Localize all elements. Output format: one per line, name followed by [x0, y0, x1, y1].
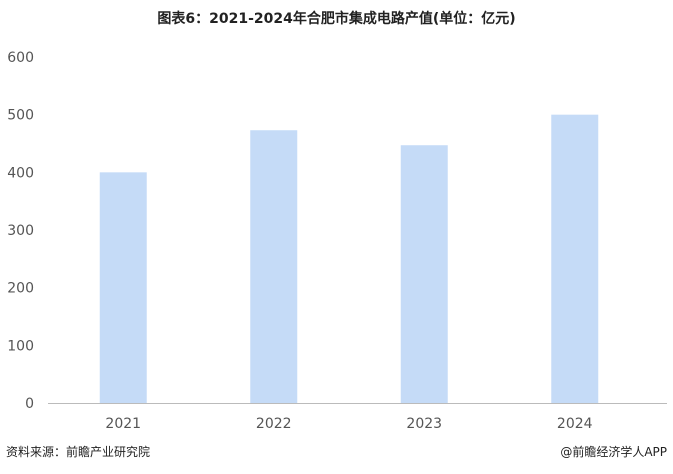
y-tick-label: 100: [7, 338, 34, 354]
y-tick-label: 600: [7, 50, 34, 66]
x-tick-label: 2022: [256, 416, 292, 432]
y-tick-label: 200: [7, 281, 34, 297]
bar-2023: [400, 145, 448, 404]
x-tick-label: 2023: [406, 416, 442, 432]
source-note: 资料来源：前瞻产业研究院: [6, 445, 151, 459]
bar-2024: [551, 114, 599, 404]
brand-credit: @前瞻经济学人APP: [560, 445, 667, 459]
bar-2021: [99, 172, 147, 403]
x-tick-label: 2024: [557, 416, 593, 432]
y-tick-label: 400: [7, 165, 34, 181]
x-tick-label: 2021: [105, 416, 141, 432]
y-tick-label: 0: [25, 396, 34, 412]
chart-title: 图表6：2021-2024年合肥市集成电路产值(单位：亿元): [157, 11, 516, 27]
y-tick-label: 300: [7, 223, 34, 239]
bar-2022: [250, 130, 298, 403]
y-tick-label: 500: [7, 108, 34, 124]
